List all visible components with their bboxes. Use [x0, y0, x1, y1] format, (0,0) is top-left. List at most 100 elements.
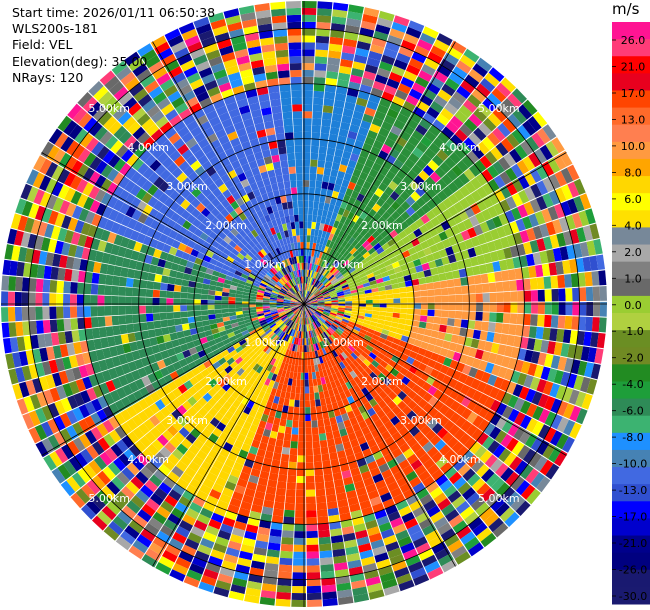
velocity-gate [404, 158, 416, 170]
velocity-gate [401, 405, 412, 416]
velocity-gate [415, 158, 427, 170]
velocity-gate [454, 551, 471, 565]
velocity-gate [579, 241, 590, 257]
velocity-gate [414, 297, 422, 303]
velocity-gate [464, 437, 477, 450]
velocity-gate [461, 395, 472, 408]
velocity-gate [396, 153, 408, 164]
velocity-gate [505, 167, 518, 182]
velocity-gate [461, 345, 471, 356]
velocity-gate [384, 339, 393, 347]
velocity-gate [356, 193, 365, 202]
velocity-gate [400, 164, 411, 175]
velocity-gate [370, 44, 385, 55]
velocity-gate [334, 339, 342, 347]
velocity-gate [432, 119, 446, 132]
velocity-gate [381, 176, 392, 187]
velocity-gate [598, 317, 607, 333]
velocity-gate [389, 148, 400, 159]
velocity-gate [412, 147, 424, 159]
velocity-gate [405, 370, 415, 380]
velocity-gate [409, 476, 422, 488]
velocity-gate [315, 222, 321, 230]
velocity-gate [327, 182, 335, 191]
velocity-gate [539, 144, 553, 161]
velocity-gate [336, 288, 344, 293]
velocity-gate [352, 300, 360, 304]
velocity-gate [405, 319, 413, 326]
velocity-gate [392, 142, 404, 153]
velocity-gate [344, 101, 356, 111]
velocity-gate [427, 303, 435, 310]
velocity-gate [313, 313, 320, 319]
velocity-gate [352, 231, 360, 240]
velocity-gate [310, 263, 315, 271]
velocity-gate [418, 70, 433, 82]
velocity-gate [402, 124, 415, 136]
velocity-gate [429, 244, 439, 254]
velocity-gate [350, 289, 358, 294]
velocity-gate [482, 117, 497, 132]
velocity-gate [118, 305, 126, 315]
velocity-gate [526, 488, 541, 505]
velocity-gate [553, 342, 563, 356]
velocity-gate [331, 242, 338, 250]
velocity-gate [365, 375, 374, 384]
velocity-gate [395, 372, 405, 381]
velocity-gate [382, 275, 391, 282]
velocity-gate [445, 77, 460, 91]
velocity-gate [490, 146, 503, 161]
velocity-gate [304, 393, 310, 401]
velocity-gate [365, 306, 373, 311]
velocity-gate [474, 349, 484, 360]
velocity-gate [341, 240, 348, 248]
velocity-gate [355, 347, 364, 355]
velocity-gate [323, 293, 331, 298]
velocity-gate [354, 104, 366, 114]
velocity-gate [325, 338, 331, 346]
velocity-gate [502, 223, 513, 236]
velocity-gate [309, 295, 316, 300]
velocity-gate [372, 139, 384, 150]
velocity-gate [322, 312, 330, 317]
velocity-gate [35, 278, 44, 293]
velocity-gate [387, 268, 396, 276]
velocity-gate [551, 302, 559, 315]
velocity-gate [323, 339, 329, 347]
velocity-gate [393, 59, 408, 71]
velocity-gate [367, 258, 376, 266]
velocity-gate [181, 323, 190, 331]
velocity-gate [330, 29, 345, 39]
velocity-gate [550, 414, 563, 430]
velocity-gate [371, 266, 380, 273]
velocity-gate [118, 315, 127, 325]
velocity-gate [410, 459, 423, 471]
velocity-gate [342, 286, 350, 291]
velocity-gate [328, 175, 337, 184]
velocity-gate [443, 357, 453, 367]
velocity-gate [335, 177, 344, 186]
velocity-gate [318, 201, 325, 210]
velocity-gate [180, 317, 189, 325]
velocity-gate [42, 320, 51, 334]
velocity-gate [360, 341, 368, 348]
velocity-gate [308, 293, 314, 300]
velocity-gate [315, 243, 320, 251]
velocity-gate [304, 302, 311, 304]
velocity-gate [348, 81, 361, 91]
velocity-gate [481, 283, 490, 293]
velocity-gate [333, 321, 340, 327]
velocity-gate [326, 225, 333, 233]
velocity-gate [309, 316, 314, 323]
velocity-gate [344, 327, 352, 334]
velocity-gate [419, 32, 436, 45]
velocity-gate [453, 278, 462, 287]
velocity-gate [42, 279, 51, 293]
velocity-gate [548, 174, 561, 190]
velocity-gate [550, 275, 559, 289]
velocity-gate [510, 291, 518, 302]
velocity-gate [456, 160, 469, 173]
velocity-gate [472, 522, 488, 537]
velocity-gate [390, 220, 400, 230]
velocity-gate [470, 378, 481, 390]
